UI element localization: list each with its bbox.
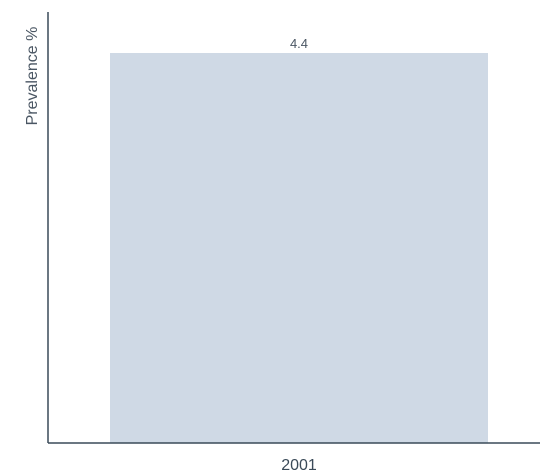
- data-label-2001: 4.4: [290, 36, 308, 51]
- bars-group: [110, 53, 488, 443]
- data-labels-group: 4.4: [290, 36, 308, 51]
- x-tick-label-2001: 2001: [281, 457, 317, 474]
- x-tick-labels-group: 2001: [281, 457, 317, 474]
- y-axis-title: Prevalence %: [24, 27, 41, 126]
- bar-2001: [110, 53, 488, 443]
